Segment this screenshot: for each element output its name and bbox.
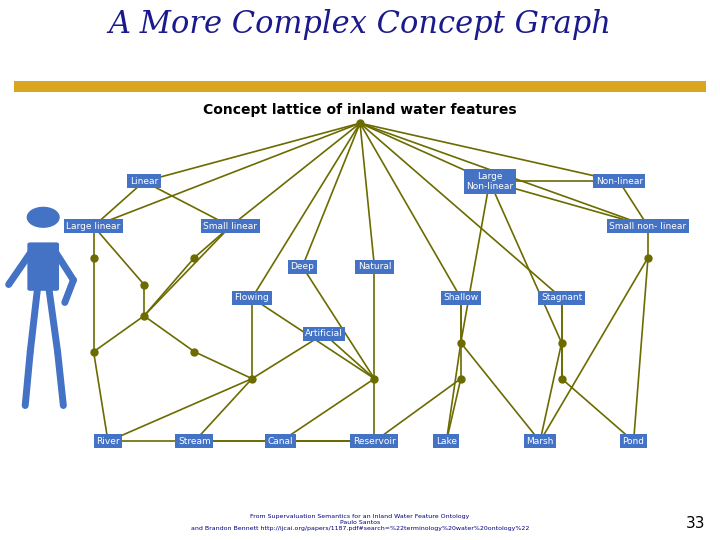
Text: Small non- linear: Small non- linear	[609, 222, 687, 231]
Text: Lake: Lake	[436, 437, 457, 446]
Text: Marsh: Marsh	[526, 437, 554, 446]
Text: Flowing: Flowing	[235, 293, 269, 302]
Text: Canal: Canal	[268, 437, 294, 446]
Text: Small linear: Small linear	[204, 222, 258, 231]
Text: Natural: Natural	[358, 262, 391, 271]
Text: Pond: Pond	[623, 437, 644, 446]
Text: From Supervaluation Semantics for an Inland Water Feature Ontology
Paulo Santos
: From Supervaluation Semantics for an Inl…	[191, 515, 529, 531]
Text: Deep: Deep	[290, 262, 315, 271]
FancyBboxPatch shape	[27, 242, 59, 291]
Text: Artificial: Artificial	[305, 329, 343, 339]
FancyBboxPatch shape	[14, 80, 706, 92]
Text: Linear: Linear	[130, 177, 158, 186]
Text: Concept lattice of inland water features: Concept lattice of inland water features	[203, 103, 517, 117]
Text: Stagnant: Stagnant	[541, 293, 582, 302]
Text: Non-linear: Non-linear	[595, 177, 643, 186]
Text: Reservoir: Reservoir	[353, 437, 396, 446]
Text: River: River	[96, 437, 120, 446]
Text: Stream: Stream	[178, 437, 211, 446]
Circle shape	[27, 207, 59, 227]
Text: 33: 33	[686, 516, 706, 531]
Text: Large linear: Large linear	[66, 222, 121, 231]
Text: Shallow: Shallow	[444, 293, 478, 302]
Text: Large
Non-linear: Large Non-linear	[466, 172, 513, 191]
Text: A More Complex Concept Graph: A More Complex Concept Graph	[109, 9, 611, 40]
